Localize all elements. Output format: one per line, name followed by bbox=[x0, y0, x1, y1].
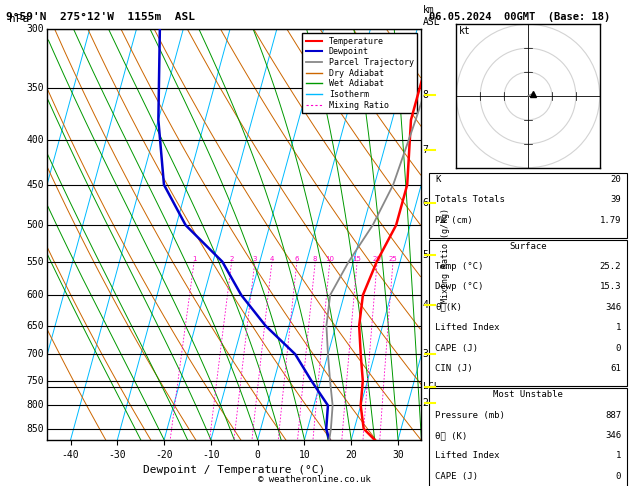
Text: 500: 500 bbox=[26, 220, 44, 230]
Text: Surface: Surface bbox=[509, 242, 547, 251]
Text: 6: 6 bbox=[423, 198, 428, 208]
Text: 346: 346 bbox=[605, 431, 621, 440]
Text: Dewp (°C): Dewp (°C) bbox=[435, 282, 483, 292]
Text: Lifted Index: Lifted Index bbox=[435, 323, 499, 332]
Text: 650: 650 bbox=[26, 321, 44, 331]
Text: 3: 3 bbox=[423, 349, 428, 359]
Text: hPa: hPa bbox=[9, 14, 30, 24]
Text: 346: 346 bbox=[605, 303, 621, 312]
Text: 1: 1 bbox=[192, 256, 196, 261]
Text: LCL: LCL bbox=[423, 382, 439, 391]
Text: CAPE (J): CAPE (J) bbox=[435, 344, 478, 353]
Text: 1.79: 1.79 bbox=[599, 216, 621, 225]
Text: Lifted Index: Lifted Index bbox=[435, 451, 499, 461]
Text: Most Unstable: Most Unstable bbox=[493, 390, 563, 399]
Text: 4: 4 bbox=[423, 300, 428, 310]
Text: 20: 20 bbox=[610, 175, 621, 184]
Text: 3: 3 bbox=[253, 256, 257, 261]
Legend: Temperature, Dewpoint, Parcel Trajectory, Dry Adiabat, Wet Adiabat, Isotherm, Mi: Temperature, Dewpoint, Parcel Trajectory… bbox=[303, 34, 417, 113]
Text: Temp (°C): Temp (°C) bbox=[435, 262, 483, 271]
Text: Pressure (mb): Pressure (mb) bbox=[435, 411, 505, 420]
Text: 7: 7 bbox=[423, 145, 428, 155]
Text: 39: 39 bbox=[610, 195, 621, 205]
Text: 06.05.2024  00GMT  (Base: 18): 06.05.2024 00GMT (Base: 18) bbox=[429, 12, 610, 22]
Text: 25.2: 25.2 bbox=[599, 262, 621, 271]
Text: CAPE (J): CAPE (J) bbox=[435, 472, 478, 481]
Text: 300: 300 bbox=[26, 24, 44, 34]
Text: θᴄ(K): θᴄ(K) bbox=[435, 303, 462, 312]
Text: 0: 0 bbox=[616, 344, 621, 353]
Text: 61: 61 bbox=[610, 364, 621, 373]
Text: 1: 1 bbox=[616, 323, 621, 332]
Text: 550: 550 bbox=[26, 257, 44, 267]
Text: 750: 750 bbox=[26, 376, 44, 386]
Bar bbox=[429, 173, 627, 238]
Text: 887: 887 bbox=[605, 411, 621, 420]
Text: kt: kt bbox=[459, 26, 470, 36]
Text: 8: 8 bbox=[423, 90, 428, 100]
Text: 10: 10 bbox=[325, 256, 334, 261]
Text: 20: 20 bbox=[373, 256, 382, 261]
Text: 9°59'N  275°12'W  1155m  ASL: 9°59'N 275°12'W 1155m ASL bbox=[6, 12, 195, 22]
Text: θᴄ (K): θᴄ (K) bbox=[435, 431, 467, 440]
Text: 8: 8 bbox=[313, 256, 318, 261]
Text: 350: 350 bbox=[26, 83, 44, 93]
Text: PW (cm): PW (cm) bbox=[435, 216, 472, 225]
Bar bbox=[429, 240, 627, 386]
Text: 4: 4 bbox=[270, 256, 274, 261]
Text: K: K bbox=[435, 175, 440, 184]
Text: 2: 2 bbox=[230, 256, 234, 261]
Text: 15: 15 bbox=[353, 256, 362, 261]
Text: 5: 5 bbox=[423, 250, 428, 260]
X-axis label: Dewpoint / Temperature (°C): Dewpoint / Temperature (°C) bbox=[143, 465, 325, 475]
Text: 15.3: 15.3 bbox=[599, 282, 621, 292]
Bar bbox=[429, 388, 627, 486]
Text: CIN (J): CIN (J) bbox=[435, 364, 472, 373]
Text: 2: 2 bbox=[423, 398, 428, 408]
Text: © weatheronline.co.uk: © weatheronline.co.uk bbox=[258, 474, 371, 484]
Text: 6: 6 bbox=[294, 256, 299, 261]
Text: 0: 0 bbox=[616, 472, 621, 481]
Text: 850: 850 bbox=[26, 424, 44, 434]
Text: 600: 600 bbox=[26, 290, 44, 300]
Text: 1: 1 bbox=[616, 451, 621, 461]
Text: Mixing Ratio (g/kg): Mixing Ratio (g/kg) bbox=[441, 208, 450, 302]
Text: 450: 450 bbox=[26, 180, 44, 190]
Text: 25: 25 bbox=[389, 256, 398, 261]
Text: km
ASL: km ASL bbox=[423, 5, 440, 27]
Text: Totals Totals: Totals Totals bbox=[435, 195, 505, 205]
Text: 800: 800 bbox=[26, 400, 44, 411]
Text: 700: 700 bbox=[26, 349, 44, 359]
Text: 400: 400 bbox=[26, 135, 44, 144]
